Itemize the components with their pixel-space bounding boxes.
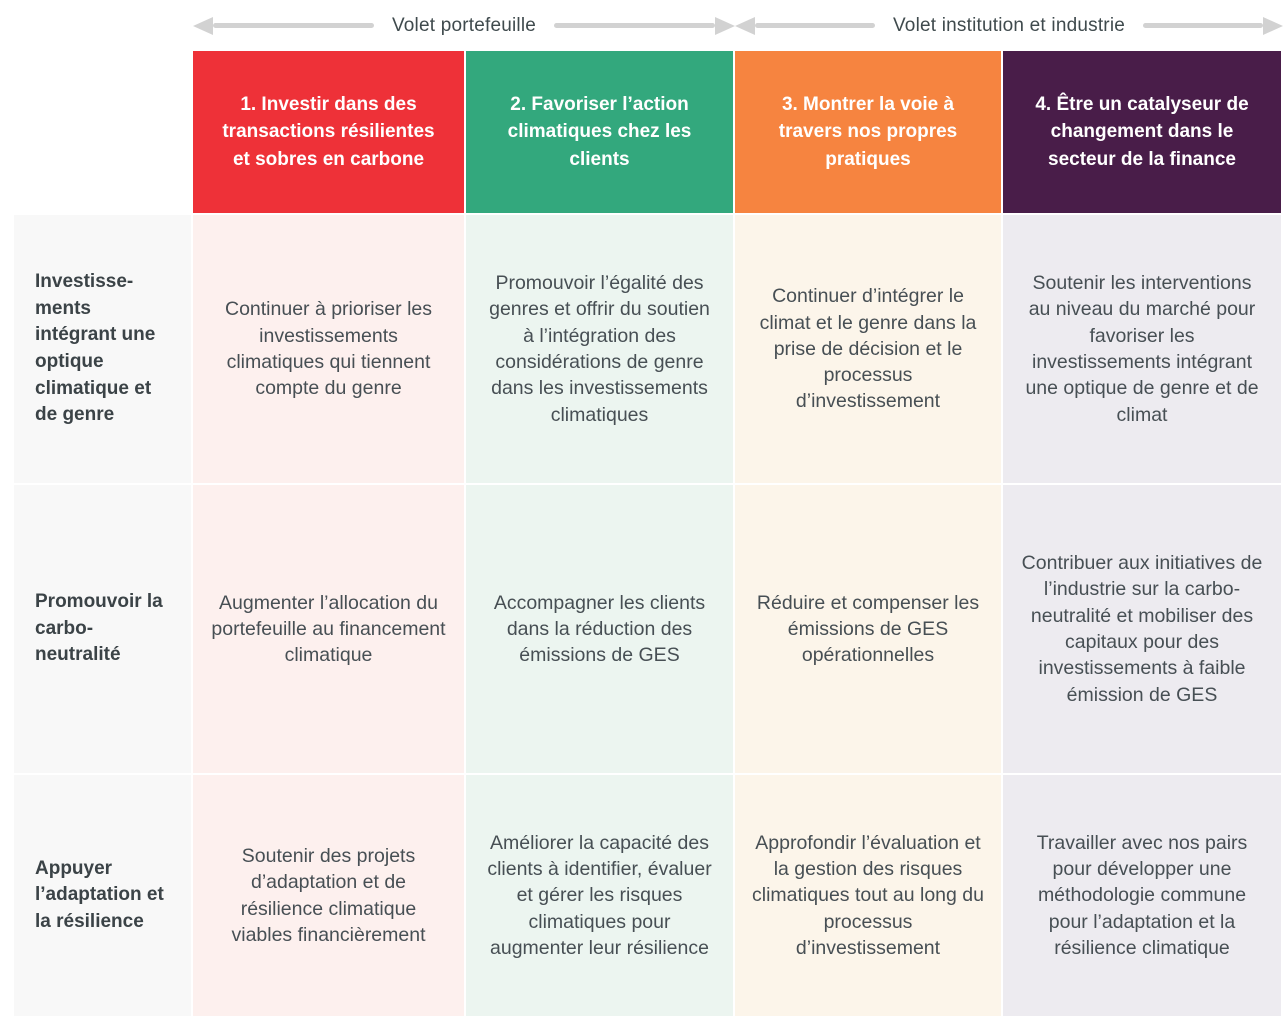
strategy-table: 1. Investir dans des transactions résili… — [14, 51, 1283, 1016]
corner-cell — [14, 51, 191, 213]
arrowhead-right-icon — [1263, 16, 1283, 35]
banner-institution-label: Volet institution et industrie — [892, 14, 1126, 36]
arrowhead-left-icon — [193, 16, 213, 35]
banner: Volet portefeuille Volet institution et … — [0, 0, 1283, 51]
table-cell: Contribuer aux initiatives de l’industri… — [1003, 485, 1281, 773]
table-cell: Continuer d’intégrer le climat et le gen… — [735, 215, 1001, 483]
row-header-carbon-neutrality: Promouvoir la carbo-neutralité — [14, 485, 191, 773]
table-cell: Accompagner les clients dans la réductio… — [466, 485, 733, 773]
arrow-left-icon — [735, 16, 875, 35]
table-cell: Augmenter l’allocation du portefeuille a… — [193, 485, 464, 773]
column-header-2: 2. Favoriser l’action climatiques chez l… — [466, 51, 733, 213]
table-cell: Soutenir les interventions au niveau du … — [1003, 215, 1281, 483]
table-cell: Améliorer la capacité des clients à iden… — [466, 775, 733, 1016]
table-cell: Travailler avec nos pairs pour développe… — [1003, 775, 1281, 1016]
banner-portfolio-label: Volet portefeuille — [391, 14, 537, 36]
column-header-1: 1. Investir dans des transactions résili… — [193, 51, 464, 213]
table-cell: Approfondir l’évaluation et la gestion d… — [735, 775, 1001, 1016]
arrow-right-icon — [554, 16, 735, 35]
table-cell: Soutenir des projets d’adaptation et de … — [193, 775, 464, 1016]
arrow-left-icon — [193, 16, 374, 35]
table-cell: Réduire et compenser les émissions de GE… — [735, 485, 1001, 773]
banner-portfolio: Volet portefeuille — [193, 15, 735, 37]
column-header-3: 3. Montrer la voie à travers nos propres… — [735, 51, 1001, 213]
table-cell: Continuer à prioriser les investissement… — [193, 215, 464, 483]
arrowhead-right-icon — [715, 16, 735, 35]
arrow-right-icon — [1143, 16, 1283, 35]
column-header-4: 4. Être un catalyseur de changement dans… — [1003, 51, 1281, 213]
table-cell: Promouvoir l’égalité des genres et offri… — [466, 215, 733, 483]
row-header-adaptation-resilience: Appuyer l’adaptation et la résilience — [14, 775, 191, 1016]
arrowhead-left-icon — [735, 16, 755, 35]
banner-institution: Volet institution et industrie — [735, 15, 1283, 37]
row-header-investments: Investisse-ments intégrant une optique c… — [14, 215, 191, 483]
